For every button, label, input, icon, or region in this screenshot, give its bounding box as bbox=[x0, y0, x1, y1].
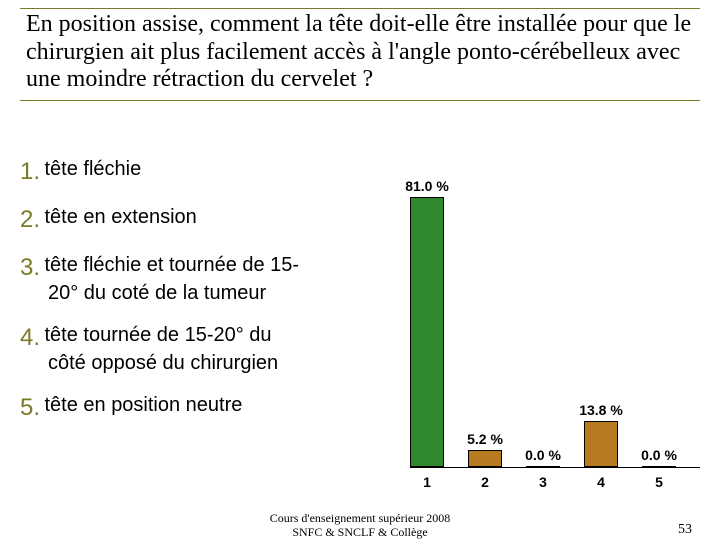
chart-x-label: 2 bbox=[468, 474, 502, 490]
chart-x-label: 5 bbox=[642, 474, 676, 490]
chart-x-label: 1 bbox=[410, 474, 444, 490]
chart-bar bbox=[642, 466, 676, 467]
footer-line-2: SNFC & SNCLF & Collège bbox=[292, 525, 427, 539]
chart-x-label: 3 bbox=[526, 474, 560, 490]
option-5: 5. tête en position neutre bbox=[20, 394, 390, 422]
option-text: tête fléchie et tournée de 15- bbox=[44, 254, 299, 276]
option-3: 3. tête fléchie et tournée de 15- 20° du… bbox=[20, 254, 390, 304]
option-4: 4. tête tournée de 15-20° du côté opposé… bbox=[20, 324, 390, 374]
option-2: 2. tête en extension bbox=[20, 206, 390, 234]
option-number: 1. bbox=[20, 158, 40, 185]
option-number: 4. bbox=[20, 324, 40, 351]
option-text: tête en position neutre bbox=[44, 394, 242, 416]
option-text-cont: côté opposé du chirurgien bbox=[48, 352, 390, 374]
option-number: 5. bbox=[20, 394, 40, 421]
question-title: En position assise, comment la tête doit… bbox=[26, 11, 694, 94]
chart-bar bbox=[584, 421, 618, 467]
title-box: En position assise, comment la tête doit… bbox=[20, 8, 700, 101]
chart-bar bbox=[526, 466, 560, 467]
option-number: 2. bbox=[20, 206, 40, 233]
chart-x-label: 4 bbox=[584, 474, 618, 490]
chart-bar bbox=[468, 450, 502, 467]
option-text: tête fléchie bbox=[44, 158, 141, 180]
options-list: 1. tête fléchie 2. tête en extension 3. … bbox=[20, 158, 390, 442]
chart-bar-label: 0.0 % bbox=[629, 447, 689, 463]
chart-bar-label: 0.0 % bbox=[513, 447, 573, 463]
footer: Cours d'enseignement supérieur 2008 SNFC… bbox=[0, 512, 720, 540]
chart-bar bbox=[410, 197, 444, 467]
option-text-cont: 20° du coté de la tumeur bbox=[48, 282, 390, 304]
option-number: 3. bbox=[20, 254, 40, 281]
results-chart: 81.0 %5.2 %0.0 %13.8 %0.0 % 12345 bbox=[410, 168, 700, 488]
chart-bar-label: 13.8 % bbox=[571, 402, 631, 418]
page-number: 53 bbox=[678, 522, 692, 538]
chart-bar-label: 81.0 % bbox=[397, 178, 457, 194]
chart-area: 81.0 %5.2 %0.0 %13.8 %0.0 % bbox=[410, 168, 700, 468]
footer-line-1: Cours d'enseignement supérieur 2008 bbox=[270, 511, 450, 525]
option-text: tête tournée de 15-20° du bbox=[44, 324, 271, 346]
option-1: 1. tête fléchie bbox=[20, 158, 390, 186]
option-text: tête en extension bbox=[44, 206, 196, 228]
chart-bar-label: 5.2 % bbox=[455, 431, 515, 447]
